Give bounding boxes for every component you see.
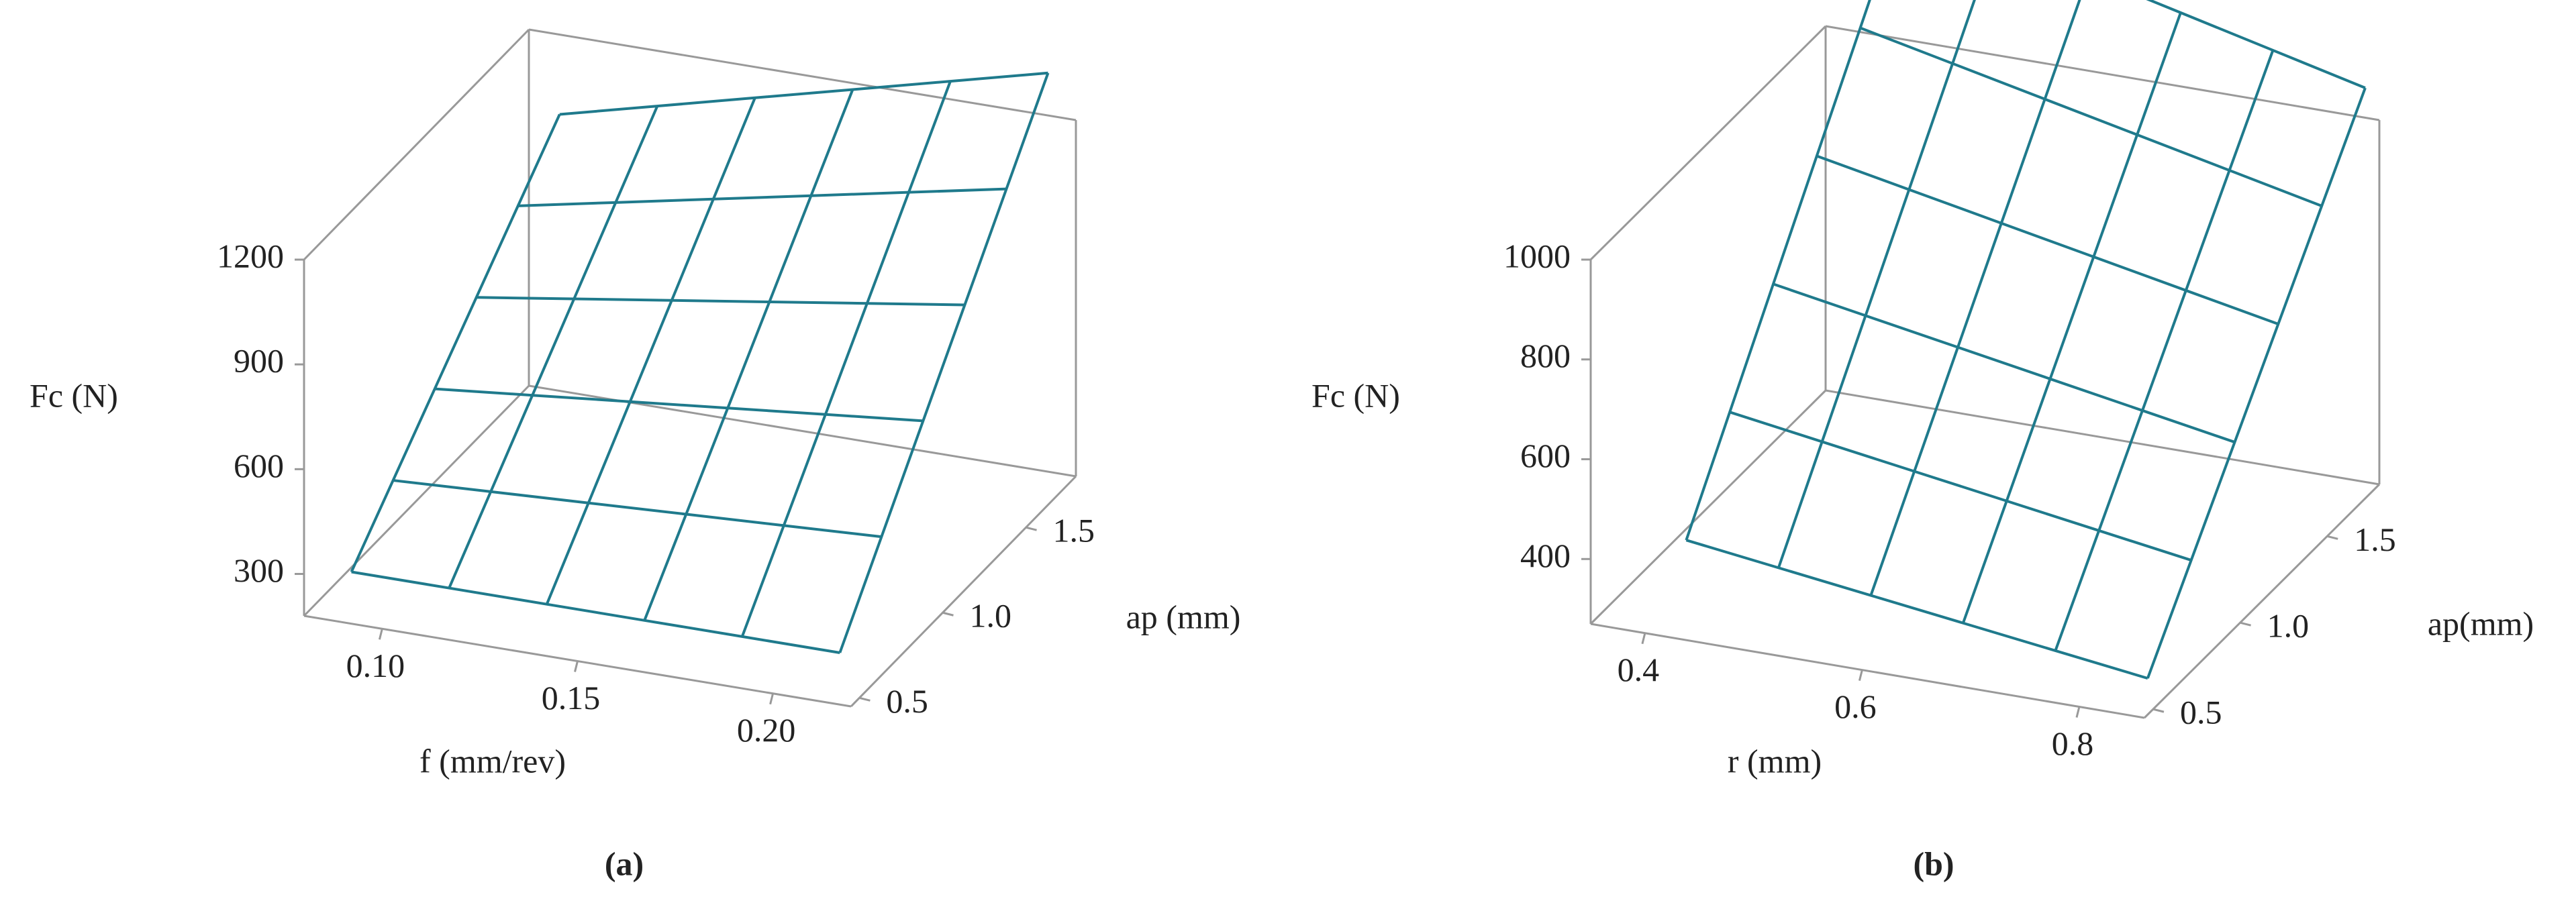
y-tick (942, 611, 954, 617)
x-tick-label: 0.8 (2052, 725, 2094, 762)
z-tick-label: 600 (1520, 437, 1571, 474)
surface-row (393, 479, 882, 539)
y-axis-label: ap(mm) (2428, 604, 2534, 642)
box-edge (1589, 389, 1827, 625)
x-tick (2075, 706, 2081, 718)
y-tick-label: 1.5 (2354, 521, 2396, 558)
surface-row (351, 570, 840, 654)
x-axis-label: r (mm) (1728, 742, 1822, 780)
box-edge (850, 475, 1077, 708)
surface-row (517, 187, 1007, 207)
x-tick-label: 0.6 (1834, 688, 1877, 725)
surface-column (1961, 12, 2182, 624)
y-tick (859, 696, 871, 702)
box-edge (2143, 483, 2381, 719)
surface-column (2054, 50, 2275, 651)
z-axis-label: Fc (N) (1311, 376, 1400, 414)
box-edge (1589, 25, 1827, 261)
surface-row (476, 296, 965, 307)
z-tick-label: 800 (1520, 337, 1571, 374)
surface-column (545, 97, 756, 605)
x-axis-label: f (mm/rev) (419, 742, 566, 780)
surface-column (643, 89, 854, 621)
x-tick-label: 0.4 (1618, 651, 1660, 688)
z-tick-label: 300 (234, 551, 284, 589)
surface-row (1729, 411, 2192, 562)
z-tick-label: 400 (1520, 537, 1571, 574)
surface-column (838, 72, 1050, 653)
surface-column (740, 81, 952, 637)
y-tick-label: 1.0 (969, 597, 1011, 635)
x-tick (574, 661, 579, 672)
z-axis-label: Fc (N) (30, 376, 118, 414)
y-tick (1026, 526, 1037, 531)
box-edge (303, 28, 530, 261)
x-tick (1858, 670, 1863, 681)
surface-row (1859, 26, 2322, 207)
y-tick-label: 0.5 (886, 682, 928, 720)
chart-title: (a) (605, 845, 644, 882)
y-tick-label: 1.0 (2267, 607, 2310, 645)
surface-row (559, 71, 1048, 116)
z-tick-label: 1000 (1503, 237, 1571, 274)
box-edge (1590, 623, 2145, 719)
x-tick-label: 0.10 (346, 647, 405, 684)
x-tick-label: 0.20 (737, 711, 796, 749)
z-tick-label: 1200 (217, 237, 284, 274)
surface-column (1685, 0, 1871, 541)
surface-row (1816, 154, 2279, 325)
box-edge (1825, 25, 2380, 121)
x-tick (769, 693, 775, 705)
surface-row (434, 387, 924, 423)
z-tick-label: 900 (234, 342, 284, 380)
surface-row (1773, 282, 2236, 443)
x-tick-label: 0.15 (542, 679, 601, 716)
y-tick (2326, 535, 2338, 540)
z-tick-label: 600 (234, 447, 284, 484)
surface-column (448, 105, 659, 589)
surface-row (1685, 539, 2148, 680)
chart-title: (b) (1913, 845, 1954, 882)
surface-column (1869, 0, 2081, 596)
box-edge (1825, 389, 2380, 486)
y-tick-label: 0.5 (2180, 694, 2222, 731)
y-tick-label: 1.5 (1053, 512, 1095, 549)
box-edge (528, 28, 1077, 121)
y-axis-label: ap (mm) (1126, 598, 1241, 635)
x-tick (378, 628, 383, 640)
surface-column (2146, 87, 2367, 679)
y-tick (2240, 621, 2251, 627)
box-edge (303, 384, 530, 617)
surface-row (2146, 0, 2366, 89)
surface-column (1777, 0, 1976, 569)
y-tick (2152, 708, 2165, 713)
surface-column (350, 113, 561, 573)
x-tick (1641, 633, 1646, 645)
